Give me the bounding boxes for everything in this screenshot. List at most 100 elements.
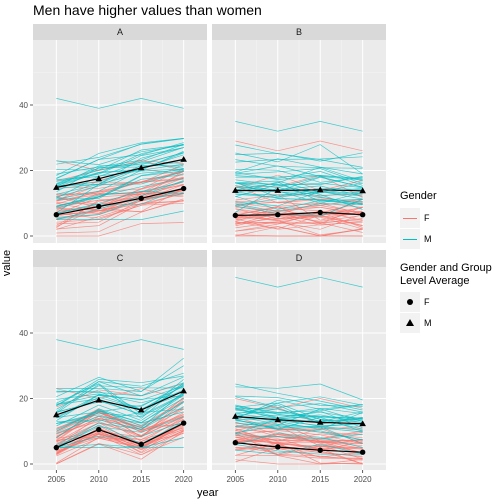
legend-average-entry-f: F [400, 292, 492, 312]
individual-line-m [56, 401, 184, 430]
individual-line-f [235, 421, 363, 439]
y-axis-title: value [1, 249, 14, 277]
individual-line-m [56, 385, 184, 418]
legend-gender-entry-f: F [400, 208, 437, 228]
individual-line-m [235, 121, 363, 132]
individual-line-m [56, 386, 184, 418]
average-line-f [235, 211, 363, 216]
individual-line-m [56, 190, 184, 214]
average-point-f [359, 212, 366, 218]
average-point-f [180, 420, 187, 426]
legend-label-f: F [424, 213, 430, 223]
average-point-f [53, 212, 60, 218]
individual-line-m [56, 394, 184, 424]
individual-line-m [235, 144, 363, 168]
y-tick-label: 40 [19, 101, 28, 110]
individual-line-f [56, 415, 184, 448]
individual-line-m [56, 193, 184, 218]
individual-line-f [235, 454, 363, 465]
individual-line-f [235, 444, 363, 460]
individual-line-m [235, 383, 363, 411]
individual-line-m [56, 416, 184, 447]
average-point-f [138, 195, 144, 202]
individual-line-m [235, 159, 363, 169]
individual-line-m [56, 177, 184, 208]
individual-line-m [235, 444, 363, 455]
individual-line-f [235, 212, 363, 225]
individual-line-m [56, 181, 184, 207]
individual-line-m [56, 143, 184, 175]
individual-line-m [56, 408, 184, 424]
facet-panel-b: B [212, 24, 386, 243]
y-tick-label: 0 [24, 232, 29, 241]
x-axis-title: year [197, 487, 219, 499]
average-point-m [53, 411, 60, 418]
individual-line-f [56, 222, 184, 237]
average-line-f [56, 422, 184, 449]
individual-line-f [56, 193, 184, 211]
individual-line-f [235, 430, 363, 442]
individual-line-m [235, 168, 363, 185]
average-point-m [232, 413, 239, 419]
individual-line-m [56, 152, 184, 185]
average-point-m [274, 187, 282, 193]
average-point-m [274, 416, 282, 423]
y-tick-label: 40 [19, 329, 28, 338]
individual-line-f [56, 198, 184, 234]
average-point-m [232, 187, 239, 193]
average-point-f [138, 441, 144, 448]
average-point-m [95, 396, 103, 403]
average-point-m [316, 186, 324, 193]
average-point-f [53, 444, 60, 451]
individual-line-f [235, 207, 363, 224]
individual-line-m [56, 385, 184, 410]
average-point-f [359, 449, 366, 455]
individual-line-m [56, 375, 184, 406]
individual-line-m [235, 156, 363, 163]
individual-line-m [56, 144, 184, 171]
individual-line-m [235, 158, 363, 175]
individual-line-m [56, 365, 184, 398]
facet-strip-label: B [296, 27, 302, 37]
average-point-m [95, 175, 103, 182]
individual-line-m [235, 168, 363, 183]
individual-line-m [235, 399, 363, 420]
individual-line-m [235, 191, 363, 207]
individual-line-m [56, 379, 184, 415]
average-line-m [235, 189, 363, 192]
legend-gender: Gender F M [400, 190, 437, 249]
average-point-m [316, 419, 324, 425]
average-point-f [232, 212, 239, 219]
individual-line-m [235, 414, 363, 435]
individual-line-m [56, 339, 184, 350]
individual-line-f [235, 398, 363, 409]
average-line-m [235, 415, 363, 425]
individual-line-f [235, 436, 363, 450]
facet-panel-c: C 0 20 40 2005 2010 2015 2020 [19, 250, 207, 484]
individual-line-m [56, 437, 184, 448]
x-tick-label: 2010 [269, 475, 287, 484]
average-point-m [137, 406, 145, 413]
individual-line-m [235, 415, 363, 433]
individual-line-m [235, 182, 363, 198]
average-line-m [56, 158, 184, 189]
x-tick-label: 2005 [226, 475, 244, 484]
individual-line-m [56, 411, 184, 434]
x-tick-label: 2015 [311, 475, 329, 484]
individual-line-f [56, 170, 184, 205]
individual-line-m [56, 394, 184, 438]
average-point-f [96, 426, 102, 433]
legend-gender-entry-m: M [400, 229, 437, 249]
facet-strip-label: C [117, 253, 124, 263]
individual-line-m [235, 418, 363, 431]
individual-line-m [56, 421, 184, 448]
individual-line-f [56, 200, 184, 230]
individual-line-f [56, 168, 184, 197]
average-point-m [53, 184, 60, 190]
individual-line-f [235, 194, 363, 201]
average-line-f [56, 187, 184, 216]
individual-line-m [235, 432, 363, 448]
y-tick-label: 20 [19, 395, 28, 404]
legend-gender-title: Gender [400, 190, 437, 202]
